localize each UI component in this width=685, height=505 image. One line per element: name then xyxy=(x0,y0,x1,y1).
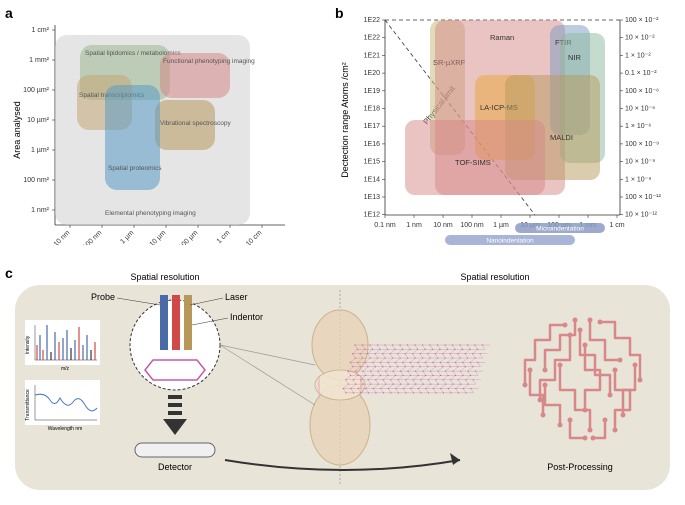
svg-text:1 µm²: 1 µm² xyxy=(31,147,50,154)
svg-text:1E14: 1E14 xyxy=(364,176,380,183)
svg-text:100 × 10⁻¹²: 100 × 10⁻¹² xyxy=(625,194,661,201)
indentor-label: Indentor xyxy=(230,312,263,322)
svg-text:1E18: 1E18 xyxy=(364,106,380,113)
svg-text:1 µm: 1 µm xyxy=(119,229,135,245)
svg-text:1 cm²: 1 cm² xyxy=(32,27,50,34)
svg-text:100 × 10⁻⁹: 100 × 10⁻⁹ xyxy=(625,141,659,148)
svg-text:1E15: 1E15 xyxy=(364,159,380,166)
svg-text:1E21: 1E21 xyxy=(364,52,380,59)
svg-text:0.1 × 10⁻²: 0.1 × 10⁻² xyxy=(625,70,657,77)
svg-text:10 nm: 10 nm xyxy=(53,229,72,245)
svg-text:Intensity: Intensity xyxy=(25,335,31,354)
spectrum2-chart: Transmittance Wavelength nm xyxy=(25,380,100,432)
svg-text:1E12: 1E12 xyxy=(364,212,380,219)
panel-c-label: c xyxy=(5,265,13,281)
svg-text:1E22: 1E22 xyxy=(364,35,380,42)
panel-a: a 1 cm² 1 mm² 100 µm² 10 µm² 1 µm² 100 nm² 1 n… xyxy=(5,5,320,245)
svg-text:100 × 10⁻⁶: 100 × 10⁻⁶ xyxy=(625,88,659,95)
svg-text:10 cm: 10 cm xyxy=(245,229,264,245)
svg-text:1 µm: 1 µm xyxy=(493,222,509,229)
svg-text:Elemental phenotyping imaging: Elemental phenotyping imaging xyxy=(105,210,196,217)
svg-text:TOF-SIMS: TOF-SIMS xyxy=(455,158,491,167)
laser-icon xyxy=(172,295,180,350)
svg-text:1 cm: 1 cm xyxy=(216,229,232,245)
postprocessing-label: Post-Processing xyxy=(547,462,613,472)
svg-text:Transmittance: Transmittance xyxy=(25,389,31,421)
svg-text:1E20: 1E20 xyxy=(364,70,380,77)
bone-joint-icon xyxy=(310,310,370,465)
svg-text:MALDI: MALDI xyxy=(550,133,573,142)
svg-text:10 × 10⁻¹²: 10 × 10⁻¹² xyxy=(625,212,658,219)
panel-a-ylabel: Area analysed xyxy=(12,101,22,159)
svg-text:100 nm: 100 nm xyxy=(82,229,104,245)
svg-text:Nanoindentation: Nanoindentation xyxy=(486,238,534,245)
svg-text:NIR: NIR xyxy=(568,53,582,62)
svg-text:10 nm: 10 nm xyxy=(433,222,453,229)
laser-label: Laser xyxy=(225,292,248,302)
panel-a-label: a xyxy=(5,5,13,21)
svg-text:Raman: Raman xyxy=(490,33,514,42)
svg-text:1 cm: 1 cm xyxy=(609,222,624,229)
detector-icon xyxy=(135,443,215,457)
detector-label: Detector xyxy=(158,462,192,472)
svg-text:Wavelength nm: Wavelength nm xyxy=(48,426,83,432)
svg-text:1E22: 1E22 xyxy=(364,17,380,24)
panel-b: b Physical limit 1E221E221E211E201E191E1… xyxy=(335,5,680,260)
svg-text:10 µm: 10 µm xyxy=(149,229,168,245)
svg-text:Vibrational spectroscopy: Vibrational spectroscopy xyxy=(160,120,231,127)
svg-text:100 µm: 100 µm xyxy=(178,229,200,245)
svg-text:m/z: m/z xyxy=(61,366,70,372)
spectrum1-chart: Intensity m/z xyxy=(25,320,100,372)
panel-c-diagram: Spatial resolution Spatial resolution Pr… xyxy=(5,265,680,500)
svg-text:1 nm: 1 nm xyxy=(406,222,422,229)
probe-icon xyxy=(160,295,168,350)
spatial-res-right: Spatial resolution xyxy=(460,272,529,282)
svg-text:Microindentation: Microindentation xyxy=(536,226,584,233)
panel-b-chart: Physical limit 1E221E221E211E201E191E181… xyxy=(335,5,680,260)
indentor-icon xyxy=(184,295,192,350)
svg-text:10 × 10⁻²: 10 × 10⁻² xyxy=(625,35,655,42)
spatial-res-left: Spatial resolution xyxy=(130,272,199,282)
svg-text:1 × 10⁻⁶: 1 × 10⁻⁶ xyxy=(625,123,651,130)
svg-text:0.1 nm: 0.1 nm xyxy=(374,222,396,229)
svg-text:Spatial proteomics: Spatial proteomics xyxy=(108,165,162,172)
panel-b-ylabel: Dectection range Atoms /cm² xyxy=(340,62,350,178)
svg-text:Functional phenotyping imaging: Functional phenotyping imaging xyxy=(163,58,255,65)
panel-b-label: b xyxy=(335,5,344,21)
svg-text:1 mm²: 1 mm² xyxy=(29,57,50,64)
svg-text:100 nm²: 100 nm² xyxy=(23,177,49,184)
svg-text:100 µm²: 100 µm² xyxy=(23,87,49,94)
svg-text:1 × 10⁻⁹: 1 × 10⁻⁹ xyxy=(625,176,651,183)
panel-a-chart: 1 cm² 1 mm² 100 µm² 10 µm² 1 µm² 100 nm² 1 nm²… xyxy=(5,5,320,245)
svg-text:1E13: 1E13 xyxy=(364,194,380,201)
svg-text:1E19: 1E19 xyxy=(364,88,380,95)
svg-text:10 µm²: 10 µm² xyxy=(27,117,50,124)
svg-text:1 × 10⁻²: 1 × 10⁻² xyxy=(625,52,651,59)
svg-text:1 nm²: 1 nm² xyxy=(31,207,50,214)
svg-text:1E16: 1E16 xyxy=(364,141,380,148)
svg-text:10 × 10⁻⁶: 10 × 10⁻⁶ xyxy=(625,106,655,113)
svg-text:1E17: 1E17 xyxy=(364,123,380,130)
probe-label: Probe xyxy=(91,292,115,302)
svg-text:100 × 10⁻²: 100 × 10⁻² xyxy=(625,17,659,24)
svg-text:10 × 10⁻⁹: 10 × 10⁻⁹ xyxy=(625,159,655,166)
panel-c: c Spatial resolution Spatial resolution … xyxy=(5,265,680,500)
svg-text:100 nm: 100 nm xyxy=(460,222,484,229)
